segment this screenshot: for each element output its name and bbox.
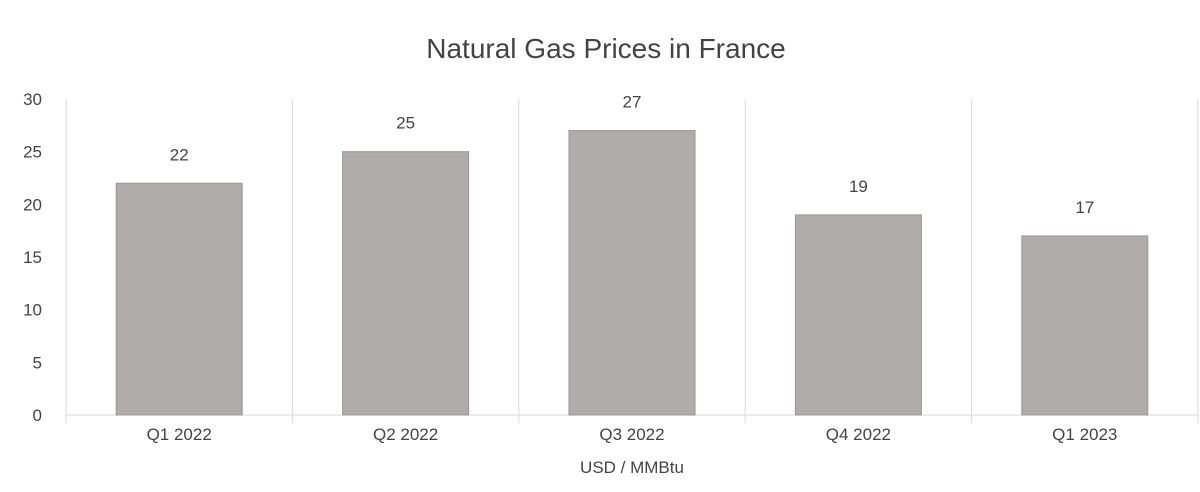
y-tick-label-25: 25 (23, 143, 42, 162)
data-label-4: 17 (1075, 198, 1094, 217)
bar-q1-2022 (115, 182, 243, 416)
y-tick-label-5: 5 (33, 353, 42, 372)
category-label-0: Q1 2022 (147, 425, 212, 444)
bar-q4-2022 (794, 214, 922, 416)
category-label-4: Q1 2023 (1052, 425, 1117, 444)
category-label-1: Q2 2022 (373, 425, 438, 444)
data-label-0: 22 (170, 145, 189, 164)
y-tick-label-0: 0 (33, 406, 42, 425)
category-label-3: Q4 2022 (826, 425, 891, 444)
data-label-2: 27 (623, 93, 642, 112)
y-tick-label-30: 30 (23, 90, 42, 109)
data-label-1: 25 (396, 114, 415, 133)
x-axis-categories: Q1 2022 Q2 2022 Q3 2022 Q4 2022 Q1 2023 (147, 425, 1118, 444)
y-tick-label-20: 20 (23, 195, 42, 214)
y-tick-label-10: 10 (23, 301, 42, 320)
bar-q2-2022 (342, 151, 470, 416)
x-axis-label: USD / MMBtu (580, 458, 684, 477)
bars (115, 130, 1149, 416)
data-label-3: 19 (849, 177, 868, 196)
data-labels: 22 25 27 19 17 (170, 93, 1095, 217)
y-tick-label-15: 15 (23, 248, 42, 267)
y-axis-ticks: 0 5 10 15 20 25 30 (23, 90, 42, 425)
bar-q3-2022 (568, 130, 696, 416)
category-label-2: Q3 2022 (599, 425, 664, 444)
chart-title: Natural Gas Prices in France (426, 33, 785, 64)
bar-q1-2023 (1021, 235, 1149, 416)
